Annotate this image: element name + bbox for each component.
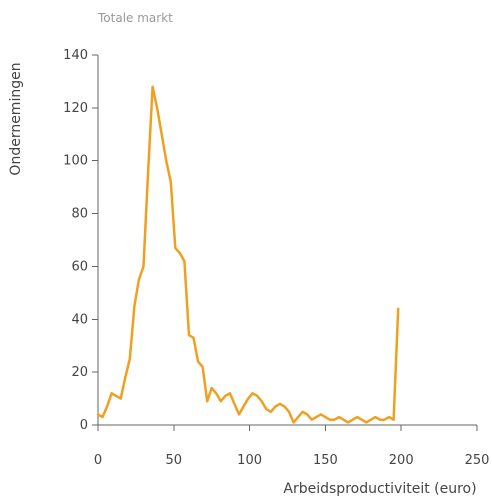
x-tick-label: 250 bbox=[465, 453, 490, 468]
x-tick-label: 50 bbox=[166, 453, 183, 468]
y-tick-label: 60 bbox=[71, 259, 88, 274]
y-axis-title: Ondernemingen bbox=[8, 62, 24, 175]
chart-title: Totale markt bbox=[97, 11, 173, 25]
x-tick-label: 150 bbox=[313, 453, 338, 468]
y-tick-label: 80 bbox=[71, 207, 88, 222]
x-axis-title: Arbeidsproductiviteit (euro) bbox=[283, 481, 476, 496]
y-tick-label: 100 bbox=[63, 154, 88, 169]
x-tick-label: 200 bbox=[389, 453, 414, 468]
y-axis: 0 20 40 60 80 100 120 140 bbox=[63, 48, 98, 433]
y-tick-label: 0 bbox=[80, 418, 88, 433]
x-tick-label: 0 bbox=[94, 453, 102, 468]
plot-area bbox=[96, 85, 400, 424]
series-line bbox=[96, 85, 400, 424]
x-axis: 0 50 100 150 200 250 bbox=[94, 425, 490, 468]
y-tick-label: 40 bbox=[71, 312, 88, 327]
y-tick-label: 140 bbox=[63, 48, 88, 63]
y-tick-label: 20 bbox=[71, 365, 88, 380]
y-tick-label: 120 bbox=[63, 101, 88, 116]
x-tick-label: 100 bbox=[237, 453, 262, 468]
